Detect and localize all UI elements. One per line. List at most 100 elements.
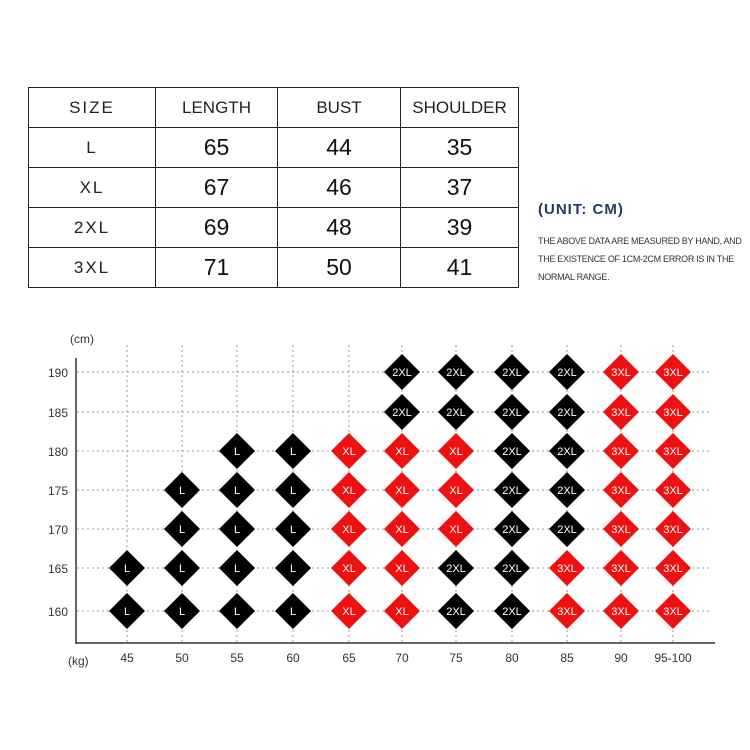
size-marker-label: 2XL [446,563,466,575]
size-marker [438,511,474,547]
size-marker-label: 3XL [663,485,683,497]
size-marker [494,511,530,547]
size-marker-label: XL [342,606,355,618]
size-marker-label: L [290,524,296,536]
shoulder-cell: 41 [400,247,519,288]
size-marker [603,433,639,469]
size-marker-label: L [179,524,185,536]
y-tick-label: 170 [48,523,68,537]
x-tick-label: 85 [560,651,574,665]
size-marker-label: XL [342,563,355,575]
size-marker [275,593,311,629]
size-marker [331,433,367,469]
size-marker-label: XL [342,524,355,536]
size-marker [655,593,691,629]
size-marker [275,550,311,586]
size-marker [384,472,420,508]
size-marker-label: 2XL [502,485,522,497]
size-marker-label: 2XL [502,407,522,419]
size-marker-label: L [179,485,185,497]
size-marker [275,433,311,469]
bust-cell: 50 [277,247,401,288]
x-tick-label: 75 [449,651,463,665]
x-tick-label: 65 [342,651,356,665]
size-marker-label: L [179,563,185,575]
x-tick-label: 95-100 [654,651,692,665]
size-marker-label: 2XL [446,367,466,379]
size-marker-label: L [234,563,240,575]
size-marker-label: 2XL [502,446,522,458]
size-marker-label: L [290,485,296,497]
size-marker-label: 3XL [611,407,631,419]
size-marker [331,511,367,547]
header-length: LENGTH [155,87,278,128]
size-marker-label: 3XL [611,563,631,575]
size-marker [164,550,200,586]
size-cell: XL [28,167,156,208]
size-marker [438,354,474,390]
size-marker [438,433,474,469]
y-tick-label: 180 [48,445,68,459]
size-marker-label: L [290,446,296,458]
y-tick-label: 160 [48,605,68,619]
size-cell: 3XL [28,247,156,288]
size-marker [655,511,691,547]
size-marker [384,593,420,629]
size-marker [438,550,474,586]
size-marker [384,354,420,390]
size-marker-label: 3XL [611,367,631,379]
size-marker [494,394,530,430]
size-marker-label: XL [342,485,355,497]
size-marker [655,472,691,508]
size-marker-label: L [124,606,130,618]
size-marker [603,354,639,390]
x-tick-label: 55 [230,651,244,665]
size-cell: 2XL [28,207,156,248]
y-tick-label: 165 [48,562,68,576]
size-marker [549,511,585,547]
size-marker-label: XL [395,524,408,536]
length-cell: 67 [155,167,278,208]
size-marker [549,433,585,469]
size-marker-label: 3XL [663,407,683,419]
x-tick-label: 50 [175,651,189,665]
x-tick-label: 70 [395,651,409,665]
size-marker-label: XL [395,606,408,618]
size-marker-label: L [290,606,296,618]
size-marker [384,433,420,469]
size-marker-label: 2XL [557,446,577,458]
size-marker-label: 3XL [557,563,577,575]
x-tick-label: 45 [120,651,134,665]
size-marker-label: L [124,563,130,575]
shoulder-cell: 35 [400,127,519,168]
size-marker [494,593,530,629]
size-marker-label: 2XL [446,606,466,618]
size-marker [438,593,474,629]
table-row: XL 67 46 37 [28,167,519,208]
table-row: 3XL 71 50 41 [28,247,519,288]
bust-cell: 48 [277,207,401,248]
size-marker-label: 2XL [502,524,522,536]
size-marker [219,472,255,508]
size-marker-label: XL [395,446,408,458]
size-marker [219,550,255,586]
y-tick-label: 175 [48,484,68,498]
size-marker-label: L [290,563,296,575]
size-marker [655,433,691,469]
size-marker [384,550,420,586]
size-marker-label: XL [449,524,462,536]
bust-cell: 44 [277,127,401,168]
size-marker [603,394,639,430]
size-marker [655,394,691,430]
y-tick-label: 185 [48,406,68,420]
header-size: SIZE [28,87,156,128]
size-marker [219,511,255,547]
size-marker [164,511,200,547]
size-marker-label: 3XL [663,563,683,575]
size-marker-label: 3XL [663,606,683,618]
size-marker [438,472,474,508]
size-marker-label: 3XL [663,524,683,536]
size-marker-label: XL [395,485,408,497]
size-marker [494,433,530,469]
